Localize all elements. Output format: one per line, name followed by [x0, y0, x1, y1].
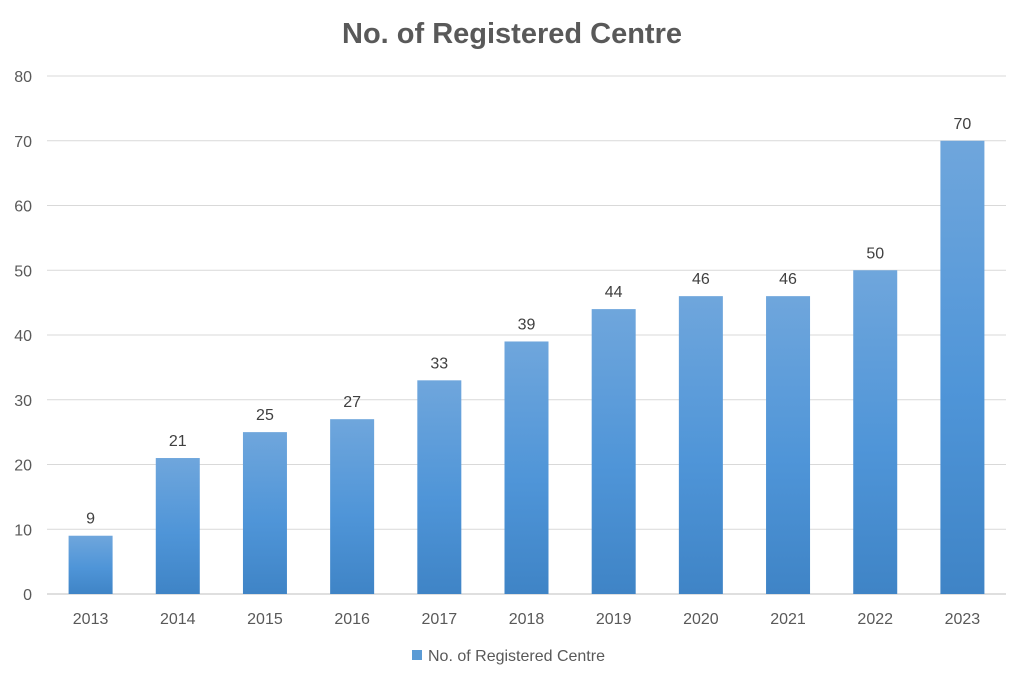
x-tick-label-2022: 2022 — [857, 611, 893, 628]
x-tick-label-2023: 2023 — [945, 611, 981, 628]
bar-2014 — [155, 458, 200, 594]
data-label-2023: 70 — [954, 116, 972, 133]
x-tick-label-2015: 2015 — [247, 611, 283, 628]
y-tick-label: 0 — [23, 587, 32, 604]
y-tick-label: 10 — [14, 522, 32, 539]
data-label-2020: 46 — [692, 271, 710, 288]
bar-2015 — [242, 432, 287, 594]
legend-swatch — [412, 650, 422, 660]
y-axis-ticks: 0 10 20 30 40 50 60 70 80 — [14, 69, 32, 604]
data-label-2016: 27 — [343, 394, 361, 411]
legend-label: No. of Registered Centre — [428, 648, 605, 665]
data-label-2013: 9 — [86, 511, 95, 528]
data-label-2022: 50 — [866, 245, 884, 262]
x-tick-label-2020: 2020 — [683, 611, 719, 628]
bar-2023 — [940, 140, 985, 594]
data-label-2018: 39 — [518, 316, 536, 333]
chart-title: No. of Registered Centre — [342, 18, 682, 50]
bar-2020 — [678, 296, 723, 594]
x-tick-label-2013: 2013 — [73, 611, 109, 628]
y-tick-label: 20 — [14, 458, 32, 475]
bars — [68, 140, 985, 594]
x-axis-ticks: 2013 2014 2015 2016 2017 2018 2019 2020 2021 2022… — [73, 611, 981, 628]
y-tick-label: 40 — [14, 328, 32, 345]
x-tick-label-2018: 2018 — [509, 611, 545, 628]
gridlines — [47, 75, 1006, 595]
x-tick-label-2017: 2017 — [422, 611, 458, 628]
data-label-2021: 46 — [779, 271, 797, 288]
bar-2017 — [417, 380, 462, 594]
data-label-2014: 21 — [169, 433, 187, 450]
data-label-2019: 44 — [605, 284, 623, 301]
bar-2021 — [766, 296, 811, 594]
y-tick-label: 50 — [14, 263, 32, 280]
bar-2018 — [504, 341, 549, 594]
legend: No. of Registered Centre — [412, 648, 605, 665]
x-tick-label-2021: 2021 — [770, 611, 806, 628]
bar-2013 — [68, 535, 113, 594]
y-tick-label: 70 — [14, 134, 32, 151]
x-tick-label-2014: 2014 — [160, 611, 196, 628]
data-label-2015: 25 — [256, 407, 274, 424]
data-labels: 9 21 25 27 33 39 44 46 46 50 70 — [86, 116, 971, 528]
y-tick-label: 80 — [14, 69, 32, 86]
data-label-2017: 33 — [430, 355, 448, 372]
bar-2019 — [591, 309, 636, 594]
x-tick-label-2019: 2019 — [596, 611, 632, 628]
y-tick-label: 30 — [14, 393, 32, 410]
bar-2022 — [853, 270, 898, 594]
x-tick-label-2016: 2016 — [334, 611, 370, 628]
bar-2016 — [330, 419, 375, 594]
y-tick-label: 60 — [14, 199, 32, 216]
